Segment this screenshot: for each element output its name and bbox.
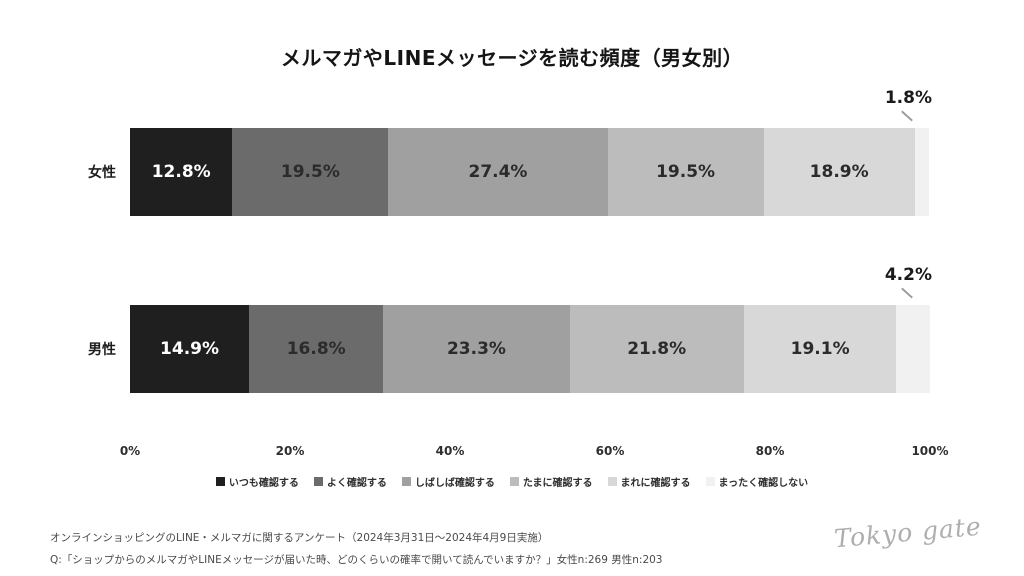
segment-value-label: 18.9% bbox=[809, 162, 869, 182]
legend-swatch bbox=[313, 477, 323, 486]
legend-item: たまに確認する bbox=[509, 474, 593, 489]
outside-value-label: 1.8% bbox=[884, 88, 932, 108]
chart-title: メルマガやLINEメッセージを読む頻度（男女別） bbox=[280, 46, 744, 70]
segment-value-label: 19.1% bbox=[790, 339, 850, 359]
bar-segment bbox=[914, 128, 930, 216]
legend-label: たまに確認する bbox=[522, 478, 593, 489]
legend-label: しばしば確認する bbox=[414, 478, 495, 489]
category-label: 男性 bbox=[88, 342, 116, 358]
segment-value-label: 14.9% bbox=[160, 339, 220, 359]
legend-swatch bbox=[705, 477, 715, 486]
legend-swatch bbox=[401, 477, 411, 486]
footer: オンラインショッピングのLINE・メルマガに関するアンケート（2024年3月31… bbox=[50, 527, 663, 571]
legend-label: まったく確認しない bbox=[718, 478, 809, 489]
outside-value-label: 4.2% bbox=[884, 265, 932, 285]
legend: いつも確認する よく確認する しばしば確認する たまに確認する まれに確認する まったく確… bbox=[0, 474, 1024, 489]
segment-value-label: 19.5% bbox=[656, 162, 716, 182]
legend-label: よく確認する bbox=[326, 478, 387, 489]
segment-value-label: 16.8% bbox=[286, 339, 346, 359]
legend-item: まったく確認しない bbox=[705, 474, 809, 489]
bar-segment: 21.8% bbox=[569, 305, 744, 393]
legend-swatch bbox=[215, 477, 225, 486]
bar-segment: 27.4% bbox=[388, 128, 608, 216]
bar-segment: 18.9% bbox=[763, 128, 915, 216]
legend-label: いつも確認する bbox=[228, 478, 299, 489]
bar-row: 14.9% 16.8% 23.3% 21.8% 19.1% bbox=[130, 305, 930, 393]
legend-swatch bbox=[509, 477, 519, 486]
brand-logo: Tokyo gate bbox=[833, 511, 983, 554]
segment-value-label: 19.5% bbox=[280, 162, 340, 182]
x-tick-label: 40% bbox=[435, 444, 465, 458]
legend-swatch bbox=[607, 477, 617, 486]
bar-segment: 19.5% bbox=[232, 128, 389, 216]
bar-segment: 12.8% bbox=[130, 128, 233, 216]
bar-segment: 14.9% bbox=[130, 305, 250, 393]
legend-item: まれに確認する bbox=[607, 474, 691, 489]
bar-segment: 19.5% bbox=[607, 128, 764, 216]
bar-segment: 19.1% bbox=[743, 305, 897, 393]
legend-item: いつも確認する bbox=[215, 474, 299, 489]
x-tick-label: 60% bbox=[595, 444, 625, 458]
plot-area: 12.8% 19.5% 27.4% 19.5% 18.9% 女性 1.8% 14.9% 16.8… bbox=[88, 0, 949, 470]
legend-label: まれに確認する bbox=[620, 478, 691, 489]
x-tick-label: 20% bbox=[275, 444, 305, 458]
leader-line bbox=[901, 287, 913, 299]
x-tick-label: 0% bbox=[119, 444, 141, 458]
source-note: オンラインショッピングのLINE・メルマガに関するアンケート（2024年3月31… bbox=[50, 532, 549, 544]
bar-segment: 16.8% bbox=[249, 305, 384, 393]
question-note: Q:「ショップからのメルマガやLINEメッセージが届いた時、どのくらいの確率で開… bbox=[50, 554, 663, 567]
bar-segment bbox=[896, 305, 930, 393]
segment-value-label: 27.4% bbox=[468, 162, 528, 182]
segment-value-label: 21.8% bbox=[627, 339, 687, 359]
x-tick-label: 80% bbox=[755, 444, 785, 458]
segment-value-label: 12.8% bbox=[151, 162, 211, 182]
x-tick-label: 100% bbox=[911, 444, 949, 458]
segment-value-label: 23.3% bbox=[446, 339, 506, 359]
leader-line bbox=[901, 110, 913, 122]
bar-segment: 23.3% bbox=[383, 305, 570, 393]
legend-item: よく確認する bbox=[313, 474, 387, 489]
legend-item: しばしば確認する bbox=[401, 474, 495, 489]
bar-row: 12.8% 19.5% 27.4% 19.5% 18.9% bbox=[130, 128, 930, 216]
category-label: 女性 bbox=[88, 165, 116, 181]
